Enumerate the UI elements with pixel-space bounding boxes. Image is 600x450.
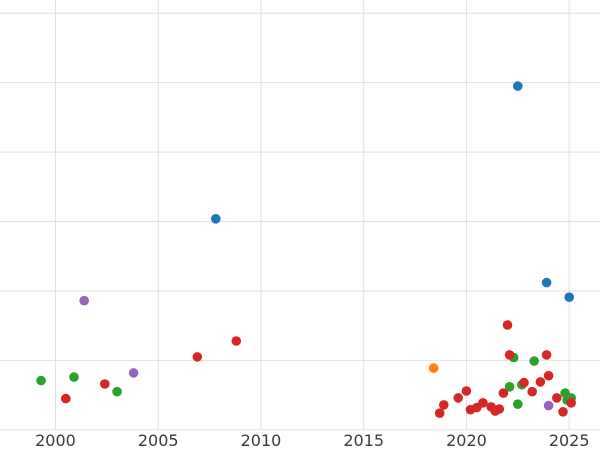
- scatter-point-red-series: [434, 408, 445, 419]
- scatter-point-red-series: [192, 352, 203, 362]
- scatter-point-green-series: [504, 382, 515, 392]
- x-tick-label: 2005: [138, 431, 179, 450]
- scatter-point-purple-series: [128, 368, 139, 378]
- scatter-point-red-series: [100, 379, 110, 389]
- scatter-point-red-series: [231, 336, 242, 346]
- scatter-point-red-series: [543, 370, 554, 381]
- scatter-point-green-series: [529, 356, 539, 366]
- scatter-point-red-series: [453, 393, 464, 403]
- scatter-point-purple-series: [543, 400, 554, 411]
- scatter-point-red-series: [558, 407, 568, 417]
- scatter-point-red-series: [498, 388, 509, 398]
- x-tick-label: 2015: [343, 431, 384, 450]
- scatter-point-red-series: [552, 393, 562, 403]
- scatter-point-red-series: [439, 400, 449, 410]
- scatter-point-red-series: [478, 398, 488, 408]
- scatter-point-green-series: [69, 372, 79, 382]
- scatter-point-green-series: [112, 386, 122, 397]
- scatter-point-red-series: [566, 398, 576, 408]
- scatter-point-red-series: [527, 386, 537, 397]
- scatter-point-red-series: [541, 350, 552, 360]
- scatter-point-red-series: [61, 393, 71, 404]
- scatter-point-green-series: [513, 399, 523, 410]
- scatter-point-orange-series: [428, 363, 439, 373]
- x-tick-label: 2010: [241, 431, 282, 450]
- scatter-point-red-series: [535, 377, 546, 387]
- scatter-point-red-series: [519, 377, 529, 388]
- scatter-point-blue-series: [564, 292, 574, 303]
- x-tick-label: 2000: [35, 431, 76, 450]
- scatter-point-blue-series: [541, 277, 552, 288]
- x-tick-label: 2025: [549, 431, 590, 450]
- scatter-point-blue-series: [211, 214, 221, 224]
- scatter-point-purple-series: [79, 295, 89, 306]
- scatter-point-red-series: [494, 404, 505, 414]
- scatter-point-red-series: [504, 350, 515, 360]
- scatter-point-blue-series: [513, 81, 523, 91]
- scatter-point-red-series: [461, 386, 472, 396]
- scatter-point-red-series: [502, 320, 513, 330]
- x-tick-label: 2020: [446, 431, 487, 450]
- scatter-point-green-series: [36, 375, 46, 386]
